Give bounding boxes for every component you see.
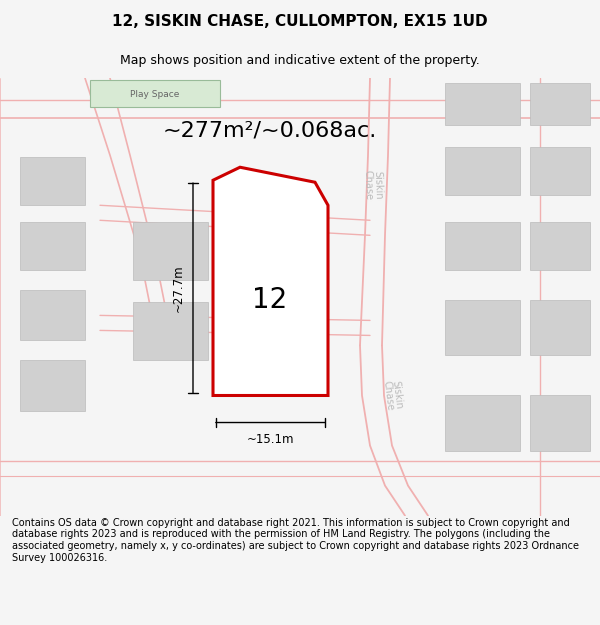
Polygon shape — [133, 302, 208, 361]
Text: ~15.1m: ~15.1m — [247, 433, 294, 446]
Text: Siskin
Chase: Siskin Chase — [363, 170, 383, 201]
Text: ~27.7m: ~27.7m — [172, 264, 185, 312]
Polygon shape — [20, 222, 85, 271]
Text: Siskin
Chase: Siskin Chase — [382, 379, 404, 412]
Polygon shape — [530, 396, 590, 451]
Polygon shape — [20, 158, 85, 205]
Polygon shape — [445, 222, 520, 271]
Polygon shape — [213, 168, 328, 396]
Polygon shape — [133, 222, 208, 281]
Polygon shape — [530, 222, 590, 271]
Polygon shape — [445, 396, 520, 451]
Polygon shape — [20, 361, 85, 411]
Text: Play Space: Play Space — [130, 89, 179, 99]
Polygon shape — [20, 291, 85, 341]
Polygon shape — [90, 80, 220, 107]
Polygon shape — [530, 148, 590, 195]
Polygon shape — [445, 83, 520, 125]
Polygon shape — [530, 301, 590, 356]
Text: Map shows position and indicative extent of the property.: Map shows position and indicative extent… — [120, 54, 480, 68]
Text: ~277m²/~0.068ac.: ~277m²/~0.068ac. — [163, 120, 377, 140]
Text: Contains OS data © Crown copyright and database right 2021. This information is : Contains OS data © Crown copyright and d… — [12, 518, 579, 562]
Text: 12, SISKIN CHASE, CULLOMPTON, EX15 1UD: 12, SISKIN CHASE, CULLOMPTON, EX15 1UD — [112, 14, 488, 29]
Text: 12: 12 — [253, 286, 287, 314]
Polygon shape — [445, 148, 520, 195]
Polygon shape — [530, 83, 590, 125]
Polygon shape — [445, 301, 520, 356]
